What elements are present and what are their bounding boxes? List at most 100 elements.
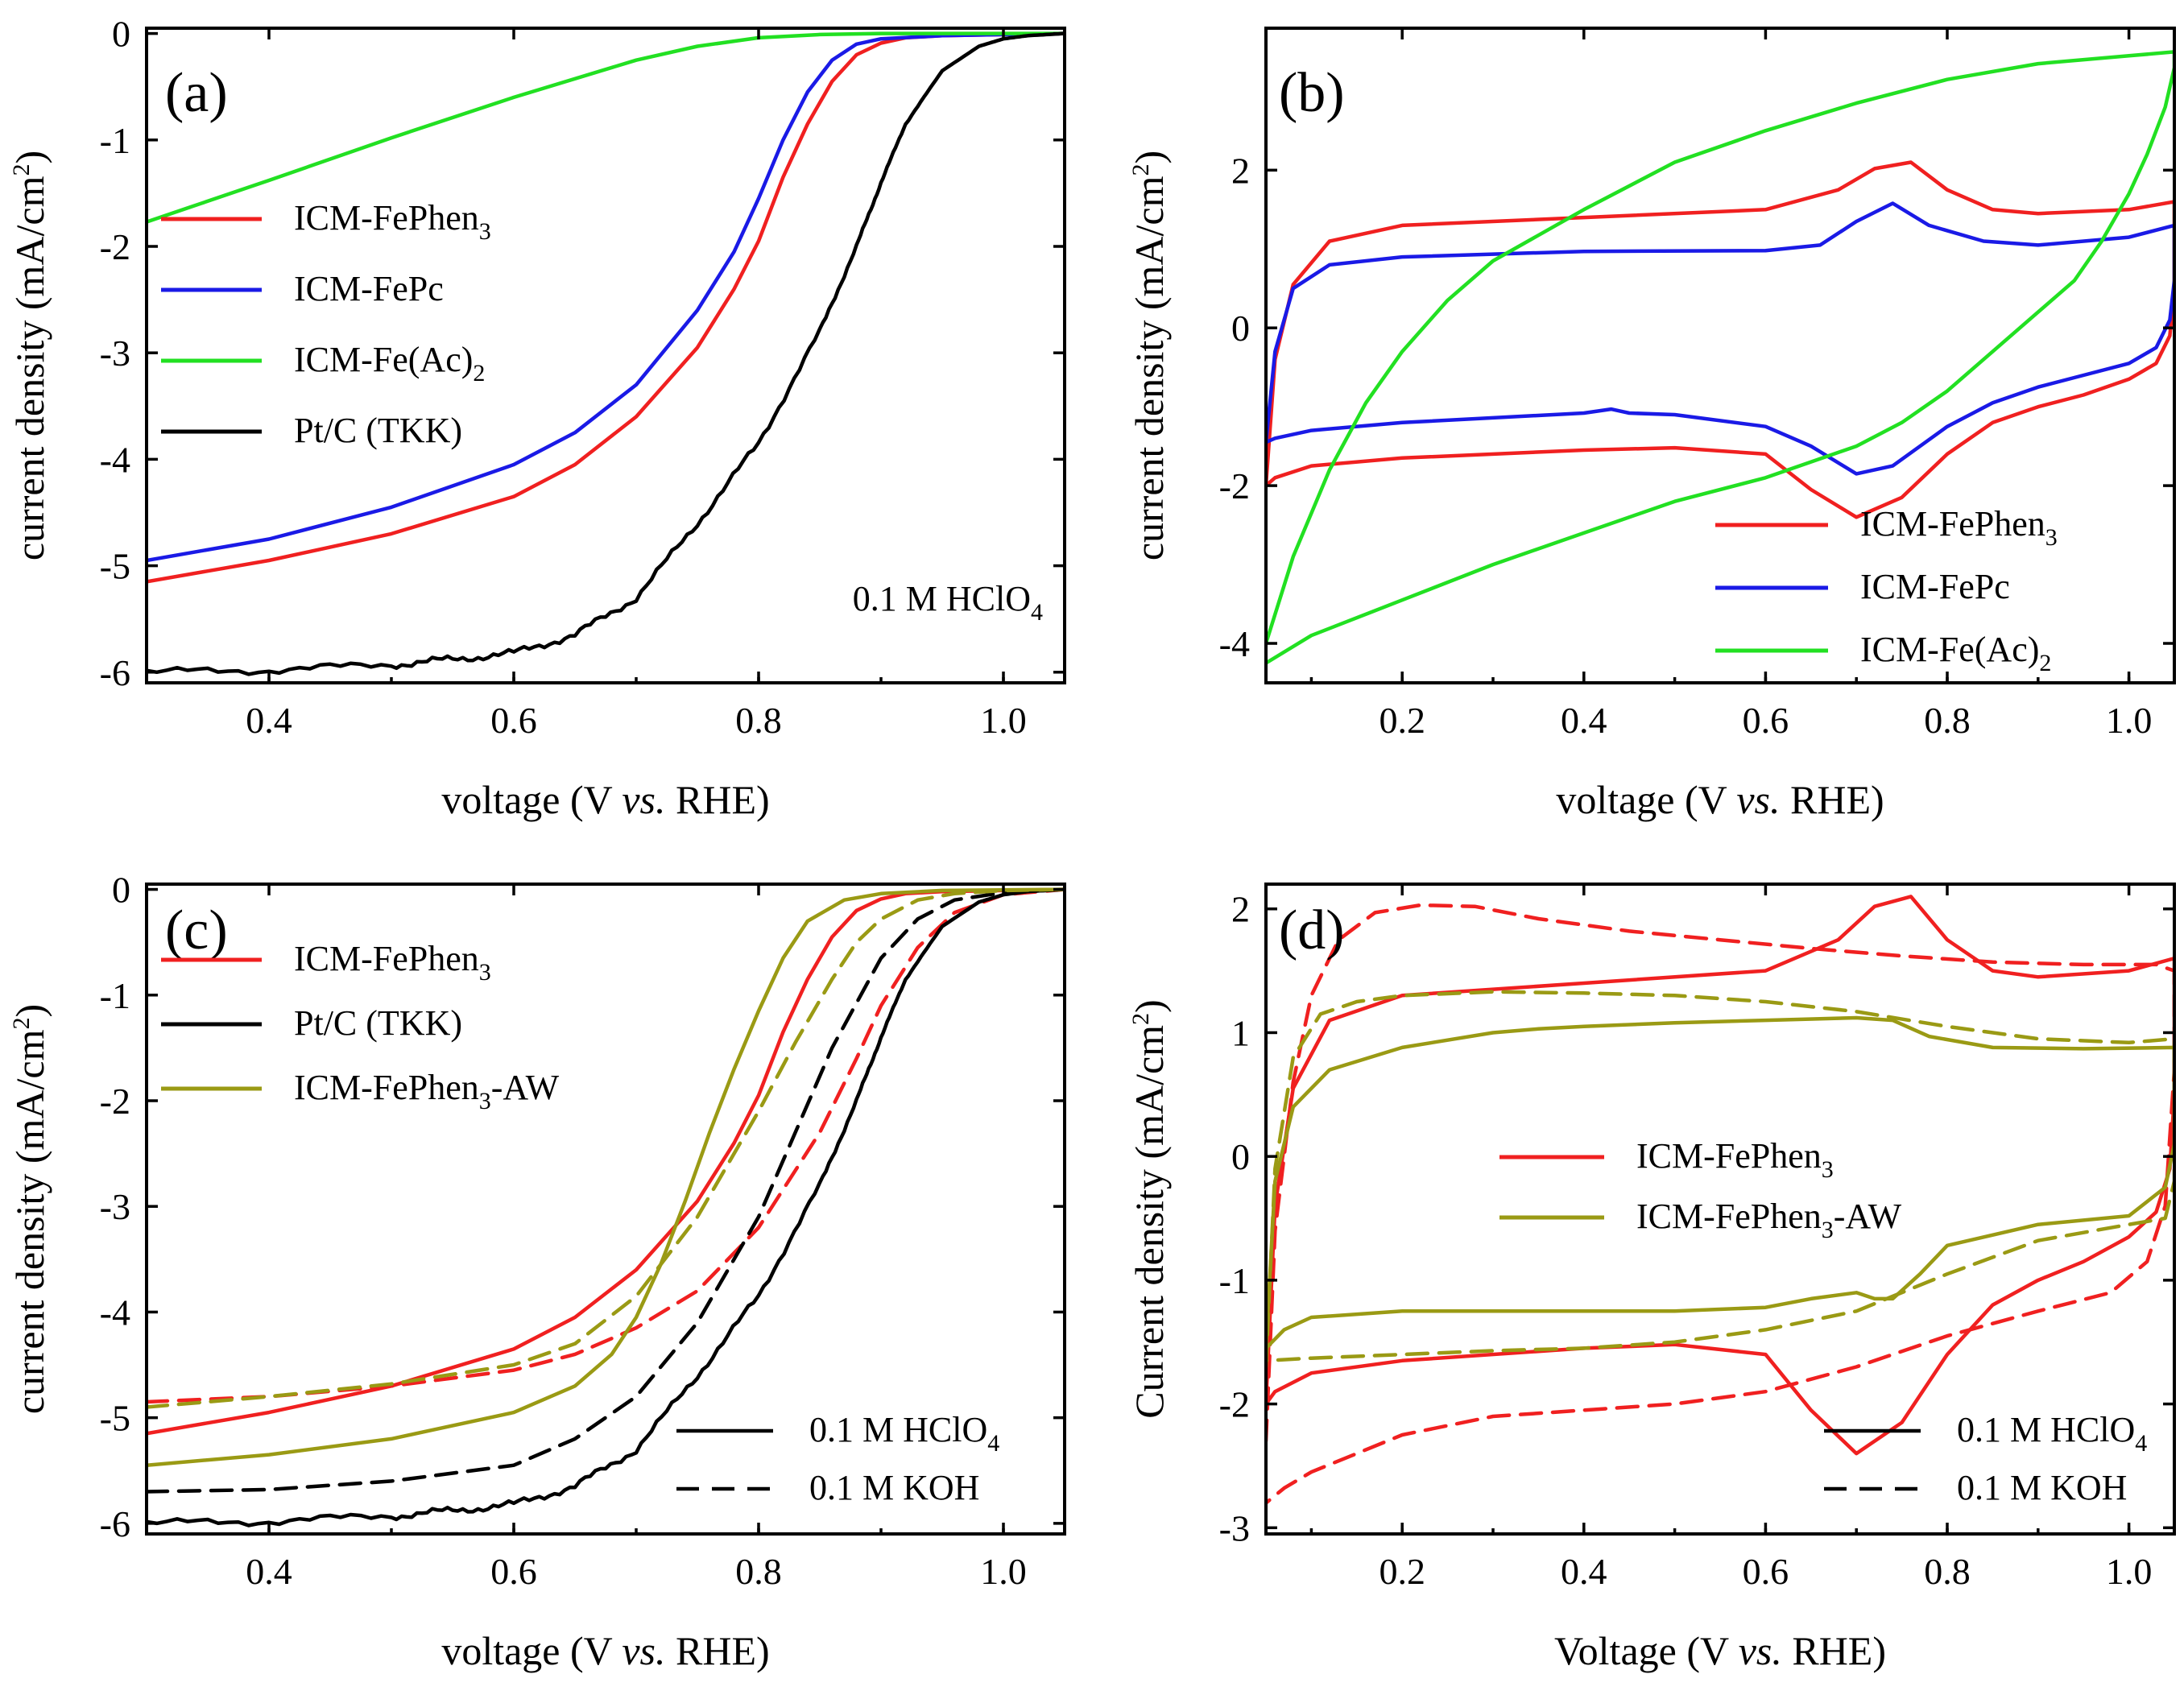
series-line-d-3 <box>1266 990 2174 1369</box>
plot-frame <box>1264 27 2176 684</box>
legend-label: ICM-FePhen3-AW <box>294 1068 560 1114</box>
y-axis-title: current density (mA/cm2) <box>7 151 52 560</box>
x-tick-label: 0.6 <box>490 1551 537 1592</box>
legend-label: Pt/C (TKK) <box>294 411 462 450</box>
x-tick-label: 0.2 <box>1379 700 1425 741</box>
y-tick-label: 0 <box>112 14 130 55</box>
series-line-c-3 <box>147 887 1065 1494</box>
plot-frame <box>1264 883 2176 1536</box>
y-tick-label: -4 <box>1219 623 1250 664</box>
y-tick-label: 0 <box>1231 1136 1250 1177</box>
x-tick-label: 0.8 <box>1924 1551 1971 1592</box>
series-line-c-4 <box>147 887 1065 1467</box>
panel-d: 0.2 0.4 0.6 0.8 1.0 2 1 0 -1 -2 -3 Voltage (V vs. R… <box>1127 883 2176 1673</box>
electrolyte-legend-label: 0.1 M HClO4 <box>809 1410 999 1457</box>
panel-b: 0.2 0.4 0.6 0.8 1.0 2 0 -2 -4 voltage (V vs. RHE)… <box>1127 27 2176 822</box>
series-line-c-1 <box>147 887 1065 1404</box>
y-tick-label: 2 <box>1231 150 1250 191</box>
series-line-a-0 <box>147 31 1065 584</box>
legend-label: ICM-Fe(Ac)2 <box>294 340 485 387</box>
y-tick-label: 0 <box>1231 308 1250 349</box>
panel-a: 0.4 0.6 0.8 1.0 0 -1 -2 -3 -4 -5 -6 voltage (V vs. … <box>7 14 1066 822</box>
series-line-a-2 <box>147 31 1065 224</box>
legend-label: ICM-FePc <box>1860 567 2010 606</box>
y-tick-label: -5 <box>100 1398 130 1439</box>
legend-label: Pt/C (TKK) <box>294 1003 462 1043</box>
series-line-c-0 <box>147 887 1065 1436</box>
series-line-d-2 <box>1266 1015 2174 1350</box>
y-axis-title: current density (mA/cm2) <box>1127 151 1172 560</box>
legend-label: ICM-FePhen3 <box>294 198 491 245</box>
y-tick-label: -4 <box>100 439 130 480</box>
y-tick-label: -3 <box>100 333 130 374</box>
electrolyte-legend-label: 0.1 M KOH <box>809 1468 979 1507</box>
y-tick-label: -2 <box>100 226 130 267</box>
plot-frame <box>145 883 1066 1536</box>
x-tick-label: 1.0 <box>980 1551 1027 1592</box>
y-tick-label: -1 <box>100 120 130 161</box>
legend-label: ICM-FePhen3 <box>1636 1136 1834 1183</box>
y-tick-label: -2 <box>1219 1384 1250 1425</box>
panel-label: (d) <box>1279 899 1345 961</box>
plot-frame <box>145 27 1066 684</box>
y-tick-label: -5 <box>100 546 130 587</box>
electrolyte-legend-label: 0.1 M HClO4 <box>1957 1410 2147 1457</box>
x-tick-label: 1.0 <box>2106 1551 2153 1592</box>
x-tick-label: 1.0 <box>2106 700 2153 741</box>
x-tick-label: 0.2 <box>1379 1551 1425 1592</box>
panel-label: (b) <box>1279 62 1345 124</box>
y-tick-label: -6 <box>100 1503 130 1544</box>
x-tick-label: 0.6 <box>490 700 537 741</box>
legend-label: ICM-Fe(Ac)2 <box>1860 630 2051 676</box>
y-tick-label: 1 <box>1231 1012 1250 1053</box>
y-tick-label: -2 <box>1219 465 1250 506</box>
y-axis-title: Current density (mA/cm2) <box>1127 999 1172 1418</box>
series-line-d-1 <box>1266 903 2174 1505</box>
series-group <box>1266 50 2174 665</box>
x-tick-label: 0.4 <box>1561 700 1607 741</box>
panel-label: (c) <box>165 899 228 961</box>
legend-label: ICM-FePhen3 <box>294 939 491 986</box>
x-tick-label: 1.0 <box>980 700 1027 741</box>
y-tick-label: 2 <box>1231 889 1250 930</box>
y-tick-label: -3 <box>1219 1507 1250 1548</box>
y-tick-label: -1 <box>1219 1260 1250 1301</box>
x-axis-title: voltage (V vs. RHE) <box>441 777 769 822</box>
x-tick-label: 0.6 <box>1743 1551 1789 1592</box>
x-tick-label: 0.4 <box>246 700 292 741</box>
series-group <box>147 31 1065 676</box>
y-tick-label: 0 <box>112 870 130 911</box>
y-tick-label: -1 <box>100 975 130 1016</box>
x-axis-title: voltage (V vs. RHE) <box>441 1628 769 1673</box>
y-tick-label: -3 <box>100 1186 130 1227</box>
x-tick-label: 0.4 <box>246 1551 292 1592</box>
series-line-a-1 <box>147 31 1065 563</box>
series-line-b-0 <box>1266 160 2174 519</box>
x-tick-label: 0.6 <box>1743 700 1789 741</box>
x-axis-title: Voltage (V vs. RHE) <box>1554 1628 1886 1673</box>
electrolyte-legend-label: 0.1 M KOH <box>1957 1468 2127 1507</box>
series-line-c-2 <box>147 887 1065 1527</box>
series-group <box>147 887 1065 1527</box>
y-tick-label: -6 <box>100 652 130 693</box>
x-tick-label: 0.8 <box>1924 700 1971 741</box>
x-axis-title: voltage (V vs. RHE) <box>1556 777 1884 822</box>
x-tick-label: 0.8 <box>735 1551 782 1592</box>
y-tick-label: -2 <box>100 1081 130 1122</box>
legend-label: ICM-FePhen3-AW <box>1636 1197 1902 1243</box>
x-tick-label: 0.8 <box>735 700 782 741</box>
series-line-b-2 <box>1266 50 2174 665</box>
legend-label: ICM-FePhen3 <box>1860 504 2058 551</box>
legend-label: ICM-FePc <box>294 269 444 308</box>
x-tick-label: 0.4 <box>1561 1551 1607 1592</box>
series-line-b-1 <box>1266 201 2174 476</box>
y-axis-title: current density (mA/cm2) <box>7 1004 52 1414</box>
y-tick-label: -4 <box>100 1292 130 1333</box>
electrolyte-annotation: 0.1 M HClO4 <box>853 579 1043 626</box>
series-line-c-5 <box>147 887 1065 1409</box>
series-line-a-3 <box>147 31 1065 676</box>
series-group <box>1266 895 2174 1505</box>
panel-c: 0.4 0.6 0.8 1.0 0 -1 -2 -3 -4 -5 -6 voltage (V vs. … <box>7 870 1066 1673</box>
panel-label: (a) <box>165 62 228 124</box>
